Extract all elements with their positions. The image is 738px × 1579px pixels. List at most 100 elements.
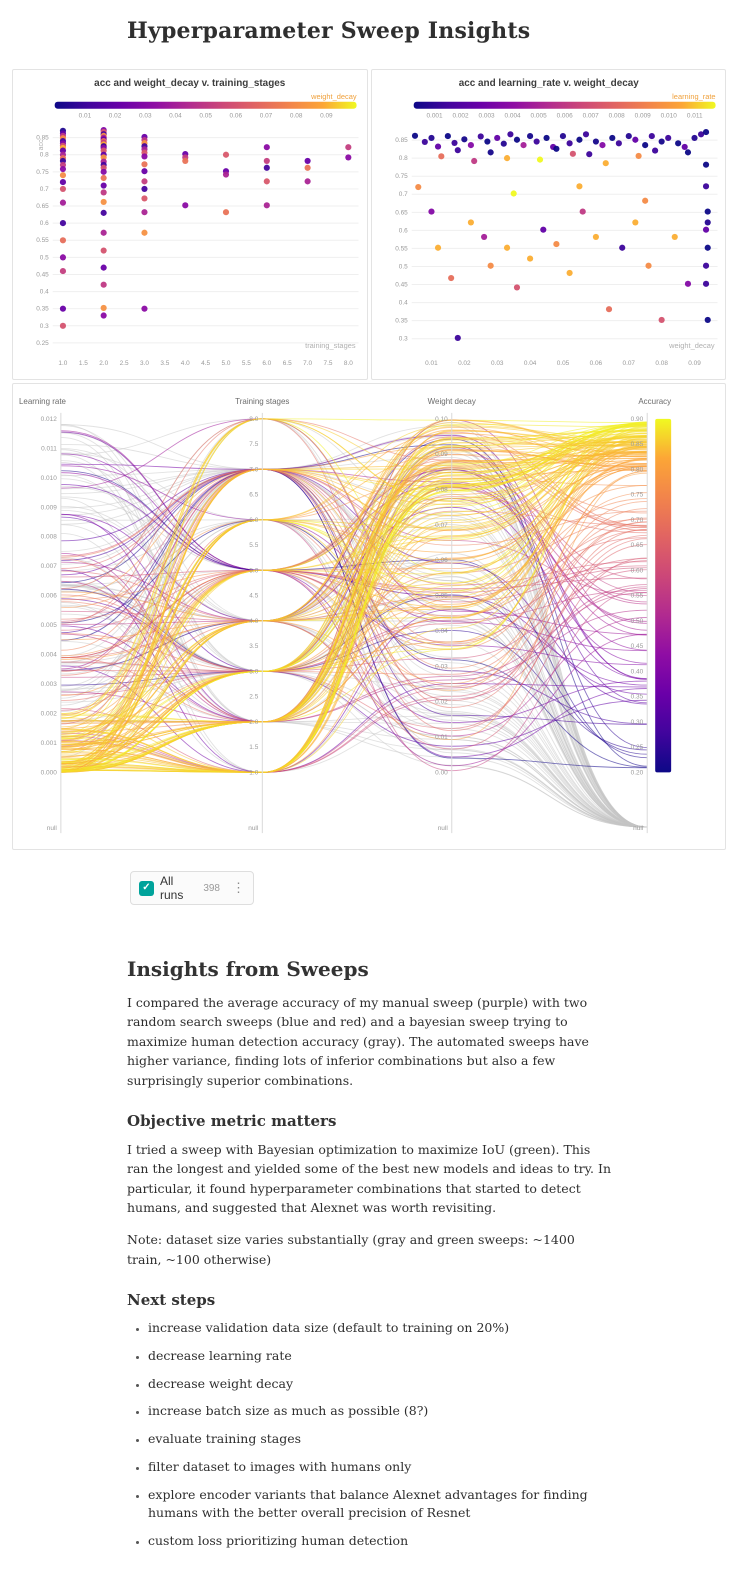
svg-text:0.3: 0.3 [398,336,407,343]
svg-text:0.85: 0.85 [36,135,49,142]
svg-text:0.70: 0.70 [631,517,644,524]
svg-text:7.5: 7.5 [323,360,332,367]
svg-text:0.005: 0.005 [530,113,547,120]
svg-text:0.08: 0.08 [655,360,668,367]
svg-text:0.80: 0.80 [631,466,644,473]
svg-text:0.010: 0.010 [660,113,677,120]
svg-text:0.35: 0.35 [395,318,408,325]
svg-text:0.8: 0.8 [40,152,49,159]
svg-text:0.01: 0.01 [425,360,438,367]
svg-text:null: null [248,825,258,832]
svg-text:0.75: 0.75 [395,173,408,180]
kebab-menu-icon[interactable]: ⋮ [232,880,245,895]
insights-paragraph: I compared the average accuracy of my ma… [127,995,589,1088]
svg-text:0.7: 0.7 [40,186,49,193]
panel-scatter-acc-learning-rate-v-weight-decay[interactable]: acc and learning_rate v. weight_decay lea… [370,69,726,380]
svg-text:0.009: 0.009 [41,504,58,511]
svg-text:0.004: 0.004 [504,113,521,120]
svg-text:0.009: 0.009 [634,113,651,120]
svg-text:0.03: 0.03 [435,663,448,670]
scatter-chart-svg: acc and weight_decay v. training_stagesw… [36,78,359,367]
svg-text:0.55: 0.55 [36,237,49,244]
svg-text:0.5: 0.5 [398,263,407,270]
svg-text:0.06: 0.06 [589,360,602,367]
next-step-item: decrease weight decay [148,1375,611,1394]
svg-text:0.002: 0.002 [41,710,58,717]
svg-text:0.45: 0.45 [36,271,49,278]
panel-parallel-coordinates[interactable]: Learning rate Training stages Weight decay… [12,383,726,850]
svg-text:0.35: 0.35 [631,694,644,701]
next-steps-list: increase validation data size (default t… [127,1319,611,1551]
run-count-badge: 398 [203,882,220,894]
svg-text:learning_rate: learning_rate [672,92,715,101]
svg-text:0.07: 0.07 [622,360,635,367]
svg-text:Accuracy: Accuracy [638,397,671,406]
svg-text:1.0: 1.0 [58,360,67,367]
svg-text:Learning rate: Learning rate [19,397,67,406]
svg-text:0.09: 0.09 [688,360,701,367]
svg-text:1.5: 1.5 [249,744,258,751]
svg-text:0.011: 0.011 [41,445,57,452]
svg-text:0.02: 0.02 [109,113,122,120]
svg-text:weight_decay: weight_decay [310,92,357,101]
svg-text:0.85: 0.85 [395,137,408,144]
svg-text:5.5: 5.5 [242,360,251,367]
svg-text:4.5: 4.5 [201,360,210,367]
svg-text:0.012: 0.012 [41,416,58,423]
run-lines [60,418,648,828]
svg-text:0.006: 0.006 [41,593,58,600]
svg-text:7.5: 7.5 [249,441,258,448]
svg-text:0.55: 0.55 [395,245,408,252]
svg-text:null: null [438,825,448,832]
svg-text:0.09: 0.09 [435,451,448,458]
svg-text:0.001: 0.001 [41,740,58,747]
svg-text:4.0: 4.0 [181,360,190,367]
svg-text:2.0: 2.0 [249,719,258,726]
svg-text:0.01: 0.01 [435,734,448,741]
next-step-item: filter dataset to images with humans onl… [148,1458,611,1477]
svg-text:0.000: 0.000 [41,769,58,776]
svg-text:4.0: 4.0 [249,618,258,625]
all-runs-checkbox[interactable]: ✓ [139,880,154,896]
svg-text:0.5: 0.5 [40,254,49,261]
svg-text:0.04: 0.04 [169,113,182,120]
run-set-selector[interactable]: ✓ All runs 398 ⋮ [130,871,254,905]
svg-text:6.0: 6.0 [262,360,271,367]
svg-text:6.5: 6.5 [283,360,292,367]
svg-text:0.011: 0.011 [686,113,702,120]
svg-text:0.25: 0.25 [631,744,644,751]
svg-text:0.03: 0.03 [490,360,503,367]
objective-paragraph: I tried a sweep with Bayesian optimizati… [127,1141,611,1215]
svg-text:acc and weight_decay v. traini: acc and weight_decay v. training_stages [94,78,286,89]
svg-text:5.5: 5.5 [249,542,258,549]
svg-text:0.05: 0.05 [435,593,448,600]
svg-text:0.6: 0.6 [398,227,407,234]
parallel-coordinates-svg: Learning rate Training stages Weight decay… [19,397,672,834]
svg-text:0.01: 0.01 [79,113,92,120]
accuracy-colorbar [655,418,672,773]
run-set-label: All runs [160,874,184,902]
note-paragraph: Note: dataset size varies substantially … [127,1232,575,1267]
svg-text:0.20: 0.20 [631,769,644,776]
next-step-item: custom loss prioritizing human detection [148,1532,611,1551]
svg-text:0.07: 0.07 [435,522,448,529]
svg-text:0.50: 0.50 [631,618,644,625]
svg-text:3.5: 3.5 [160,360,169,367]
report-title: Hyperparameter Sweep Insights [127,18,531,44]
svg-text:0.55: 0.55 [631,593,644,600]
svg-text:training_stages: training_stages [305,341,356,350]
svg-text:0.008: 0.008 [608,113,625,120]
section-heading-insights: Insights from Sweeps [127,957,369,981]
svg-text:0.05: 0.05 [556,360,569,367]
svg-text:5.0: 5.0 [249,567,258,574]
svg-text:3.0: 3.0 [249,668,258,675]
svg-text:5.0: 5.0 [222,360,231,367]
scatter-chart-svg: acc and learning_rate v. weight_decaylea… [395,78,718,367]
svg-text:0.90: 0.90 [631,416,644,423]
svg-text:0.09: 0.09 [320,113,333,120]
svg-text:0.10: 0.10 [435,416,448,423]
svg-text:6.0: 6.0 [249,517,258,524]
